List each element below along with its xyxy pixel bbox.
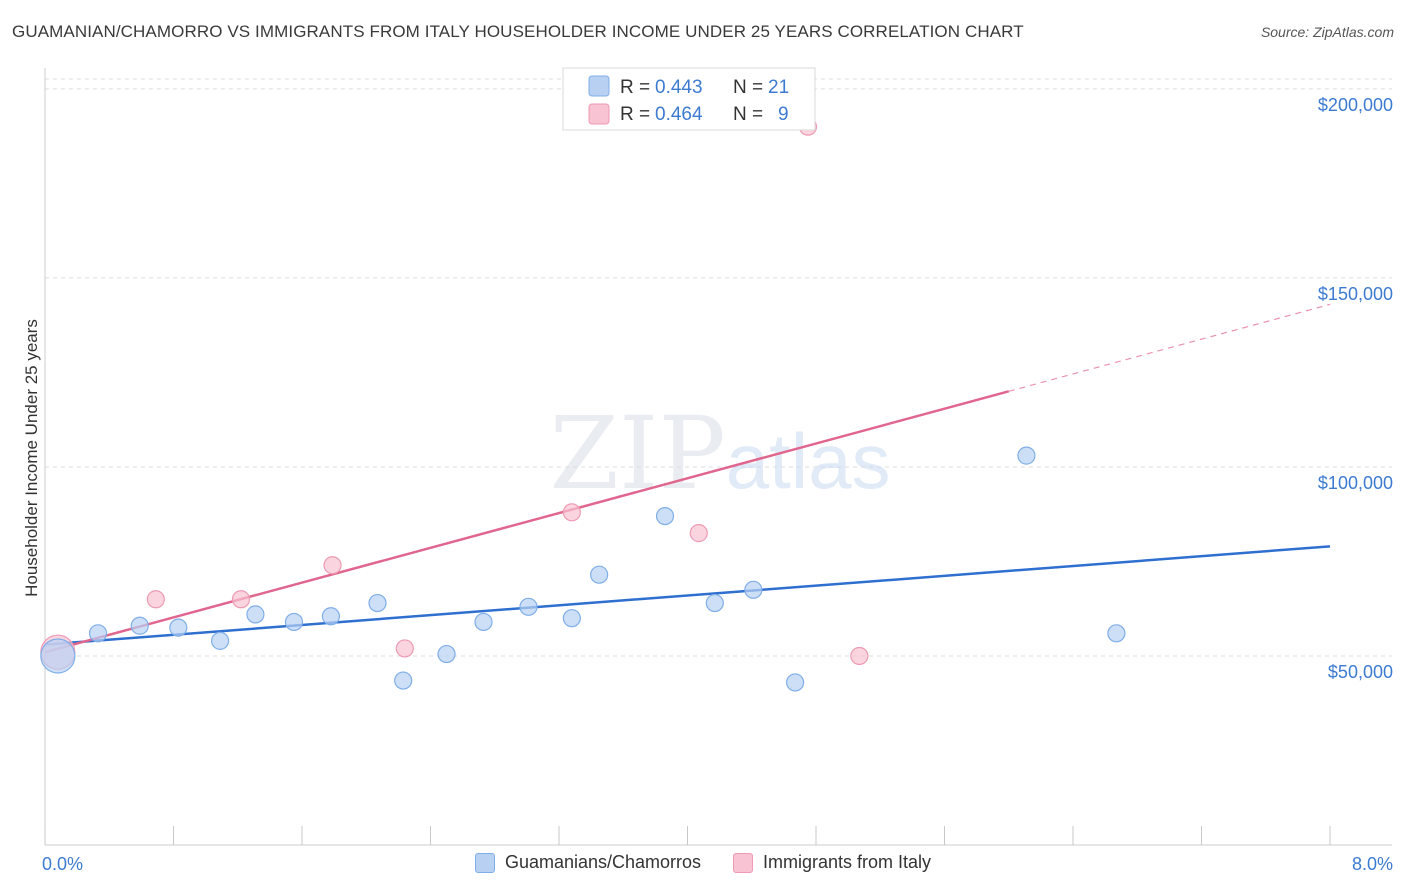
legend-r-label-1: R = <box>620 77 655 98</box>
y-tick-label: $150,000 <box>1318 284 1393 304</box>
point-italy <box>146 590 165 609</box>
legend-swatch-italy <box>733 852 754 873</box>
legend-r-value-2: 0.464 <box>655 104 703 125</box>
point-guamanians <box>246 605 265 624</box>
point-guamanians <box>562 609 581 628</box>
point-guamanians <box>169 618 188 637</box>
legend-label-guamanians: Guamanians/Chamorros <box>504 852 702 872</box>
point-italy <box>689 524 708 543</box>
legend-item-italy[interactable]: Immigrants from Italy <box>733 852 931 873</box>
point-guamanians <box>519 597 538 616</box>
trend-line-guamanians <box>44 545 1331 646</box>
point-guamanians <box>786 673 805 692</box>
legend-n-value-2: 9 <box>778 104 789 125</box>
legend-item-guamanians[interactable]: Guamanians/Chamorros <box>474 852 702 873</box>
point-italy <box>323 556 342 575</box>
point-guamanians <box>88 624 108 643</box>
trend-layer <box>44 303 1331 654</box>
legend-n-value-1: 21 <box>768 77 789 98</box>
grid-layer <box>45 78 1392 657</box>
point-guamanians <box>284 612 304 632</box>
x-tick-label: 0.0% <box>42 854 83 874</box>
trend-line-italy <box>44 390 1010 654</box>
y-axis-label: Householder Income Under 25 years <box>22 319 41 597</box>
source-credit: Source: ZipAtlas.com <box>1260 24 1394 40</box>
legend-n-label-1: N = <box>733 77 768 98</box>
y-tick-label: $100,000 <box>1318 473 1393 493</box>
point-guamanians <box>590 565 609 584</box>
point-guamanians <box>705 593 724 613</box>
trend-line-italy-extension <box>1008 303 1331 392</box>
legend-r-value-1: 0.443 <box>655 77 703 98</box>
legend-r-label-2: R = <box>620 104 655 125</box>
legend-box: R = 0.443 N = 21 R = 0.464 N = 9 <box>562 67 816 131</box>
x-tick-label: 8.0% <box>1352 854 1393 874</box>
point-guamanians <box>655 506 675 526</box>
chart-title: GUAMANIAN/CHAMORRO VS IMMIGRANTS FROM IT… <box>12 22 1024 41</box>
legend-label-italy: Immigrants from Italy <box>763 852 932 872</box>
point-guamanians <box>1107 624 1126 643</box>
point-guamanians <box>474 612 493 632</box>
point-guamanians <box>130 616 149 635</box>
point-italy <box>231 590 251 609</box>
point-italy <box>395 639 414 658</box>
bottom-legend: Guamanians/Chamorros Immigrants from Ita… <box>0 852 1406 873</box>
axis-layer: $50,000 $100,000 $150,000 $200,000 0.0% 8.0% <box>42 68 1393 874</box>
legend-swatch-pink <box>588 103 610 125</box>
legend-swatch-guamanians <box>474 852 495 873</box>
point-guamanians <box>40 638 76 674</box>
point-italy <box>562 503 581 522</box>
point-guamanians <box>1017 446 1036 465</box>
watermark: ZIPatlas <box>549 395 890 512</box>
point-guamanians <box>394 671 413 690</box>
legend-swatch-blue <box>588 75 610 97</box>
legend-n-label-2: N = <box>733 104 768 125</box>
point-guamanians <box>437 644 456 664</box>
point-layer <box>40 117 1126 692</box>
point-guamanians <box>321 607 341 626</box>
point-guamanians <box>744 580 763 599</box>
point-guamanians <box>210 631 230 650</box>
y-tick-label: $200,000 <box>1318 95 1393 115</box>
point-guamanians <box>368 593 387 613</box>
y-tick-label: $50,000 <box>1328 662 1393 682</box>
point-italy <box>850 646 869 666</box>
